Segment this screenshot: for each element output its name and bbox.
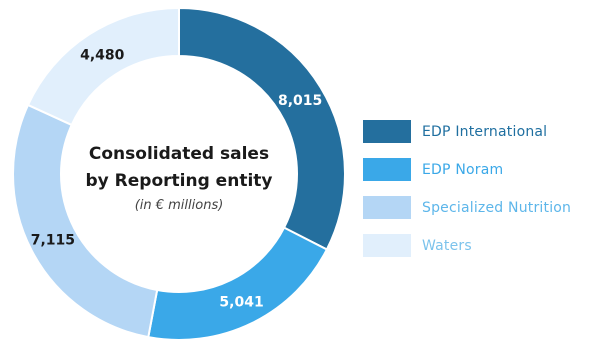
donut-slice-edp-international bbox=[178, 6, 346, 251]
legend: EDP International EDP Noram Specialized … bbox=[363, 120, 571, 272]
legend-item: Specialized Nutrition bbox=[363, 196, 571, 219]
legend-item: EDP International bbox=[363, 120, 571, 143]
value-label: 5,041 bbox=[219, 294, 263, 310]
legend-swatch bbox=[363, 196, 411, 219]
legend-swatch bbox=[363, 158, 411, 181]
legend-item: Waters bbox=[363, 234, 571, 257]
value-label: 4,480 bbox=[80, 48, 125, 64]
donut-slice-waters bbox=[26, 6, 180, 127]
legend-label: EDP International bbox=[422, 123, 548, 140]
chart-title-line2: by Reporting entity bbox=[86, 171, 273, 191]
value-labels: 8,015 5,041 7,115 4,480 bbox=[31, 48, 322, 311]
legend-item: EDP Noram bbox=[363, 158, 571, 181]
legend-label: Specialized Nutrition bbox=[422, 199, 572, 216]
chart-title: Consolidated sales bbox=[89, 144, 269, 164]
donut-slice-edp-noram bbox=[147, 226, 329, 341]
chart-subtitle: (in € millions) bbox=[135, 198, 224, 213]
donut-slice-specialized-nutrition bbox=[12, 103, 159, 339]
legend-swatch bbox=[363, 120, 411, 143]
value-label: 7,115 bbox=[31, 232, 75, 248]
legend-swatch bbox=[363, 234, 411, 257]
donut-slices bbox=[12, 6, 346, 341]
legend-label: EDP Noram bbox=[422, 161, 504, 178]
value-label: 8,015 bbox=[278, 93, 322, 109]
legend-label: Waters bbox=[422, 237, 472, 254]
